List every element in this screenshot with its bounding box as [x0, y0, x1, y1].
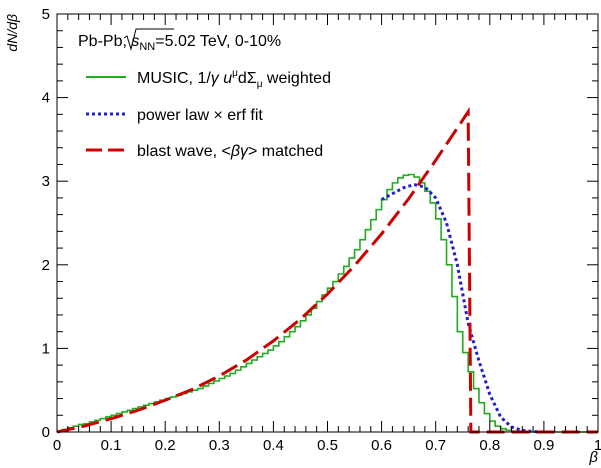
- series-power-law-erf-fit: [380, 182, 544, 434]
- legend: MUSIC, 1/γ uμdΣμ weighted power law × er…: [86, 68, 331, 160]
- x-tick-label: 0.1: [101, 437, 122, 454]
- y-tick-label: 2: [42, 257, 50, 274]
- sqrt-sign: [123, 28, 174, 51]
- y-tick-label: 3: [42, 173, 50, 190]
- x-tick-label: 0.5: [317, 437, 338, 454]
- series-blast-wave: [56, 106, 598, 434]
- x-tick-label: 1: [594, 437, 601, 454]
- annotation-suffix: =5.02 TeV, 0-10%: [155, 33, 281, 50]
- x-axis-label: β: [588, 449, 598, 466]
- annotation-text: Pb-Pb, sNN=5.02 TeV, 0-10%: [78, 33, 281, 53]
- y-axis-label: dN/dβ: [4, 14, 20, 52]
- annotation: Pb-Pb, sNN=5.02 TeV, 0-10%: [78, 28, 281, 53]
- axes-layer: 0 0.1 0.2 0.3 0.4 0.5 0.6 0.7 0.8 0.9 1 0 1 2 3 4 5: [42, 6, 601, 454]
- legend-music-label: MUSIC, 1/γ uμdΣμ weighted: [137, 68, 331, 90]
- x-tick-label: 0.6: [371, 437, 392, 454]
- y-tick-label: 0: [42, 424, 50, 441]
- series-music-histogram: [57, 173, 598, 433]
- sqrt-s-symbol: s: [131, 33, 139, 50]
- x-tick-label: 0.8: [479, 437, 500, 454]
- y-tick-label: 4: [42, 90, 50, 107]
- annotation-prefix: Pb-Pb,: [78, 33, 131, 50]
- y-tick-label: 1: [42, 340, 50, 357]
- x-tick-label: 0: [53, 437, 61, 454]
- x-tick-label: 0.3: [209, 437, 230, 454]
- x-tick-label: 0.4: [263, 437, 284, 454]
- sqrt-s-subscript: NN: [139, 41, 155, 53]
- x-tick-label: 0.2: [155, 437, 176, 454]
- legend-fit-label: power law × erf fit: [137, 107, 263, 124]
- x-tick-label: 0.9: [533, 437, 554, 454]
- x-tick-label: 0.7: [425, 437, 446, 454]
- data-layer: [56, 106, 598, 434]
- legend-blastwave-label: blast wave, <βγ> matched: [137, 143, 323, 160]
- y-tick-label: 5: [42, 6, 50, 23]
